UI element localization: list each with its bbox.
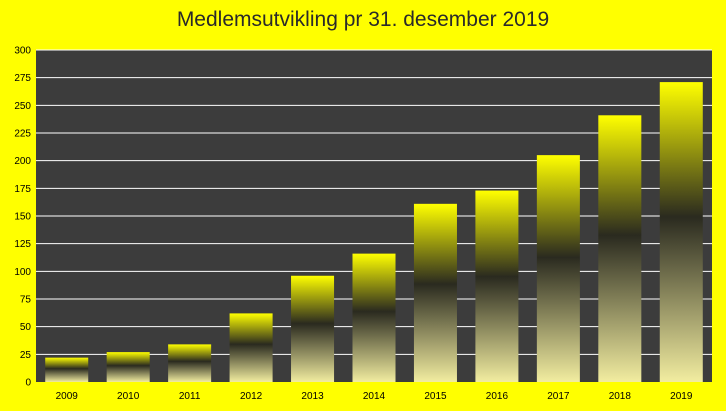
bar-2013 [291,275,335,382]
y-tick-label: 150 [14,212,31,223]
x-tick-label: 2019 [670,391,693,402]
x-tick-label: 2012 [240,391,263,402]
y-tick-label: 0 [25,378,31,389]
y-tick-label: 125 [14,239,31,250]
bar-2014 [352,253,396,382]
bar-2018 [598,115,642,382]
y-tick-label: 225 [14,129,31,140]
x-tick-label: 2014 [363,391,386,402]
bar-2011 [168,344,212,382]
bar-2019 [659,82,703,383]
y-tick-label: 300 [14,46,31,57]
x-tick-label: 2010 [117,391,140,402]
bar-2012 [229,313,273,382]
bar-2010 [106,352,150,382]
x-tick-label: 2013 [301,391,324,402]
bar-2017 [536,155,580,382]
y-tick-label: 175 [14,184,31,195]
x-tick-label: 2015 [424,391,447,402]
bar-2009 [45,357,89,382]
x-axis: 2009 2010 2011 2012 2013 2014 2015 2016 2017 2018… [56,391,693,402]
x-tick-label: 2016 [486,391,509,402]
bars [45,82,703,383]
x-tick-label: 2011 [179,391,201,402]
x-tick-label: 2017 [547,391,570,402]
y-axis: 0 25 50 75 100 125 150 175 200 225 250 275 300 [14,46,31,389]
x-tick-label: 2018 [609,391,632,402]
y-tick-label: 50 [20,322,32,333]
x-tick-label: 2009 [56,391,79,402]
y-tick-label: 275 [14,73,31,84]
bar-2016 [475,190,519,382]
y-tick-label: 250 [14,101,31,112]
chart-title: Medlemsutvikling pr 31. desember 2019 [176,8,550,31]
y-tick-label: 25 [20,350,32,361]
bar-2015 [413,203,457,382]
y-tick-label: 75 [20,295,32,306]
y-tick-label: 200 [14,156,31,167]
y-tick-label: 100 [14,267,31,278]
